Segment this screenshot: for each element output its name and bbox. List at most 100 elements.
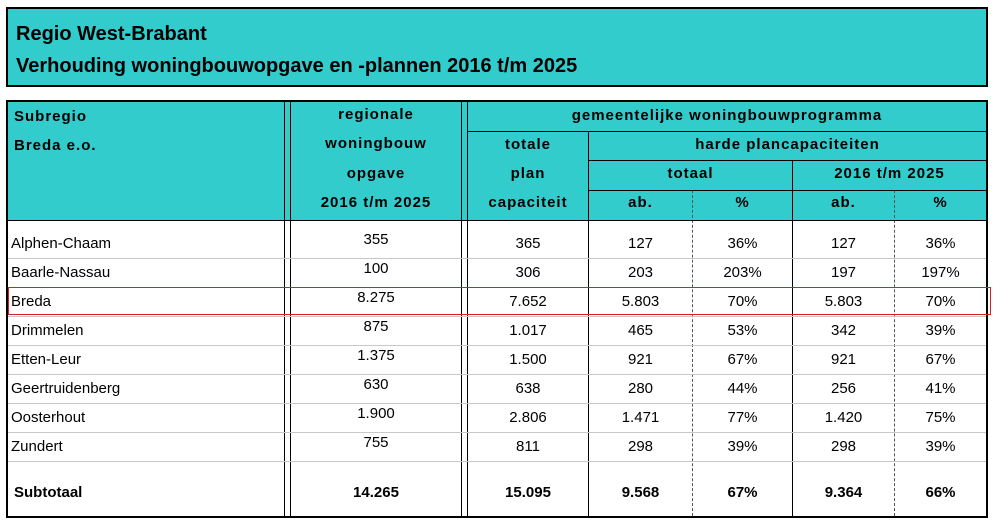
cell-totale: 7.652	[509, 293, 547, 310]
cell-ab-periode: 1.420	[824, 409, 863, 426]
header-periode: 2016 t/m 2025	[834, 165, 945, 182]
cell-pct-periode: 75%	[925, 409, 956, 426]
cell-pct-periode: 39%	[925, 438, 956, 455]
cell-regionale: 755	[363, 434, 389, 451]
cell-ab: 921	[627, 351, 654, 368]
header-totaal: totaal	[667, 165, 714, 182]
header-rule	[588, 190, 986, 191]
header-subregio: Subregio	[14, 108, 88, 125]
header-bottom-rule	[8, 220, 986, 221]
cell-regionale: 1.900	[357, 405, 395, 422]
cell-pct: 77%	[727, 409, 758, 426]
title-banner: Regio West-Brabant Verhouding woningbouw…	[6, 7, 988, 87]
cell-pct: 70%	[727, 293, 758, 310]
cell-ab: 1.471	[621, 409, 660, 426]
header-gemeentelijk: gemeentelijke woningbouwprogramma	[571, 107, 883, 124]
cell-totale: 638	[515, 380, 541, 397]
col-divider-dashed	[894, 190, 895, 516]
title-subject: Verhouding woningbouwopgave en -plannen …	[16, 55, 578, 77]
row-separator	[8, 345, 986, 346]
col-divider	[467, 102, 468, 516]
col-divider	[588, 131, 589, 516]
cell-pct: 44%	[727, 380, 758, 397]
col-divider	[284, 102, 285, 516]
cell-ab-periode: 197	[830, 264, 857, 281]
cell-name: Baarle-Nassau	[11, 264, 111, 281]
cell-name: Breda	[11, 293, 52, 310]
cell-regionale: 630	[363, 376, 389, 393]
row-separator	[8, 432, 986, 433]
header-regionale: regionale	[338, 106, 414, 123]
header-rule	[467, 131, 986, 132]
cell-ab-periode: 256	[830, 380, 857, 397]
subtotal-pct-periode: 66%	[925, 484, 956, 501]
cell-totale: 365	[515, 235, 541, 252]
cell-totale: 2.806	[509, 409, 547, 426]
row-separator	[8, 287, 986, 288]
header-totale: capaciteit	[488, 194, 568, 211]
cell-name: Alphen-Chaam	[11, 235, 112, 252]
subtotal-ab-periode: 9.364	[824, 484, 863, 501]
subtotal-ab: 9.568	[621, 484, 660, 501]
row-separator	[8, 374, 986, 375]
cell-ab-periode: 298	[830, 438, 857, 455]
row-separator	[8, 316, 986, 317]
cell-ab: 127	[627, 235, 654, 252]
header-regionale: 2016 t/m 2025	[320, 194, 432, 211]
cell-regionale: 355	[363, 231, 389, 248]
header-ab: ab.	[831, 194, 856, 211]
cell-regionale: 100	[363, 260, 389, 277]
cell-name: Drimmelen	[11, 322, 84, 339]
cell-pct: 53%	[727, 322, 758, 339]
cell-pct-periode: 39%	[925, 322, 956, 339]
cell-pct-periode: 197%	[921, 264, 960, 281]
cell-pct: 36%	[727, 235, 758, 252]
cell-ab: 203	[627, 264, 654, 281]
cell-ab-periode: 921	[830, 351, 857, 368]
col-divider	[792, 160, 793, 516]
table-header	[8, 102, 986, 220]
cell-ab-periode: 5.803	[824, 293, 863, 310]
cell-totale: 1.017	[509, 322, 547, 339]
subtotal-regionale: 14.265	[353, 484, 399, 501]
header-regionale: woningbouw	[325, 135, 427, 152]
cell-pct: 39%	[727, 438, 758, 455]
header-totale: plan	[510, 165, 546, 182]
col-divider	[461, 102, 462, 516]
header-subregio-name: Breda e.o.	[14, 137, 97, 154]
cell-pct-periode: 41%	[925, 380, 956, 397]
cell-ab-periode: 127	[830, 235, 857, 252]
cell-name: Zundert	[11, 438, 63, 455]
row-separator	[8, 258, 986, 259]
data-table: Subregio Breda e.o. regionale woningbouw…	[6, 100, 991, 518]
cell-regionale: 875	[363, 318, 389, 335]
cell-ab-periode: 342	[830, 322, 857, 339]
subtotal-totale: 15.095	[505, 484, 551, 501]
header-rule	[588, 160, 986, 161]
cell-regionale: 8.275	[357, 289, 395, 306]
subtotal-label: Subtotaal	[14, 484, 83, 501]
row-separator	[8, 403, 986, 404]
cell-ab: 280	[627, 380, 654, 397]
cell-ab: 298	[627, 438, 654, 455]
cell-pct-periode: 70%	[925, 293, 956, 310]
header-pct: %	[735, 194, 750, 211]
cell-ab: 465	[627, 322, 654, 339]
cell-pct: 203%	[723, 264, 762, 281]
col-divider	[290, 102, 291, 516]
cell-totale: 811	[516, 438, 540, 455]
cell-pct-periode: 36%	[925, 235, 956, 252]
title-region: Regio West-Brabant	[16, 23, 207, 45]
cell-ab: 5.803	[621, 293, 660, 310]
cell-name: Geertruidenberg	[11, 380, 121, 397]
col-divider-dashed	[692, 190, 693, 516]
row-separator	[8, 461, 986, 462]
header-regionale: opgave	[346, 165, 406, 182]
cell-pct: 67%	[727, 351, 758, 368]
cell-pct-periode: 67%	[925, 351, 956, 368]
cell-totale: 306	[515, 264, 541, 281]
cell-name: Oosterhout	[11, 409, 86, 426]
cell-name: Etten-Leur	[11, 351, 82, 368]
cell-totale: 1.500	[509, 351, 547, 368]
subtotal-pct: 67%	[727, 484, 758, 501]
